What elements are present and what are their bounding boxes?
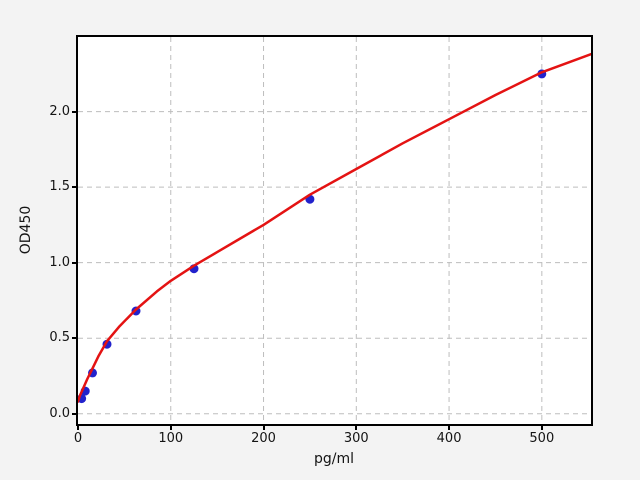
x-tick-label: 500 <box>529 431 555 446</box>
plot-area <box>76 35 593 426</box>
y-tick-label: 2.0 <box>49 103 70 119</box>
x-tick-mark <box>448 426 451 430</box>
x-tick-mark <box>169 426 172 430</box>
y-tick-mark <box>72 261 76 264</box>
chart-canvas <box>78 37 591 424</box>
x-tick-label: 0 <box>73 431 83 446</box>
x-tick-label: 200 <box>251 431 276 446</box>
x-tick-label: 400 <box>436 431 462 446</box>
x-tick-mark <box>355 426 358 430</box>
y-axis-label: OD450 <box>18 205 34 255</box>
fit-curve-line <box>78 52 591 403</box>
y-tick-label: 0.5 <box>49 330 70 346</box>
y-tick-label: 0.0 <box>49 405 70 421</box>
x-tick-label: 100 <box>158 431 184 446</box>
x-tick-label: 300 <box>343 431 369 446</box>
y-tick-mark <box>72 337 76 340</box>
x-axis-label: pg/ml <box>313 451 355 467</box>
x-tick-mark <box>77 426 79 430</box>
y-tick-label: 1.0 <box>49 254 70 270</box>
y-tick-mark <box>72 186 76 189</box>
y-tick-label: 1.5 <box>49 179 70 195</box>
x-tick-mark <box>262 426 265 430</box>
y-tick-mark <box>72 412 76 415</box>
y-tick-mark <box>72 110 76 113</box>
x-tick-mark <box>540 426 543 430</box>
